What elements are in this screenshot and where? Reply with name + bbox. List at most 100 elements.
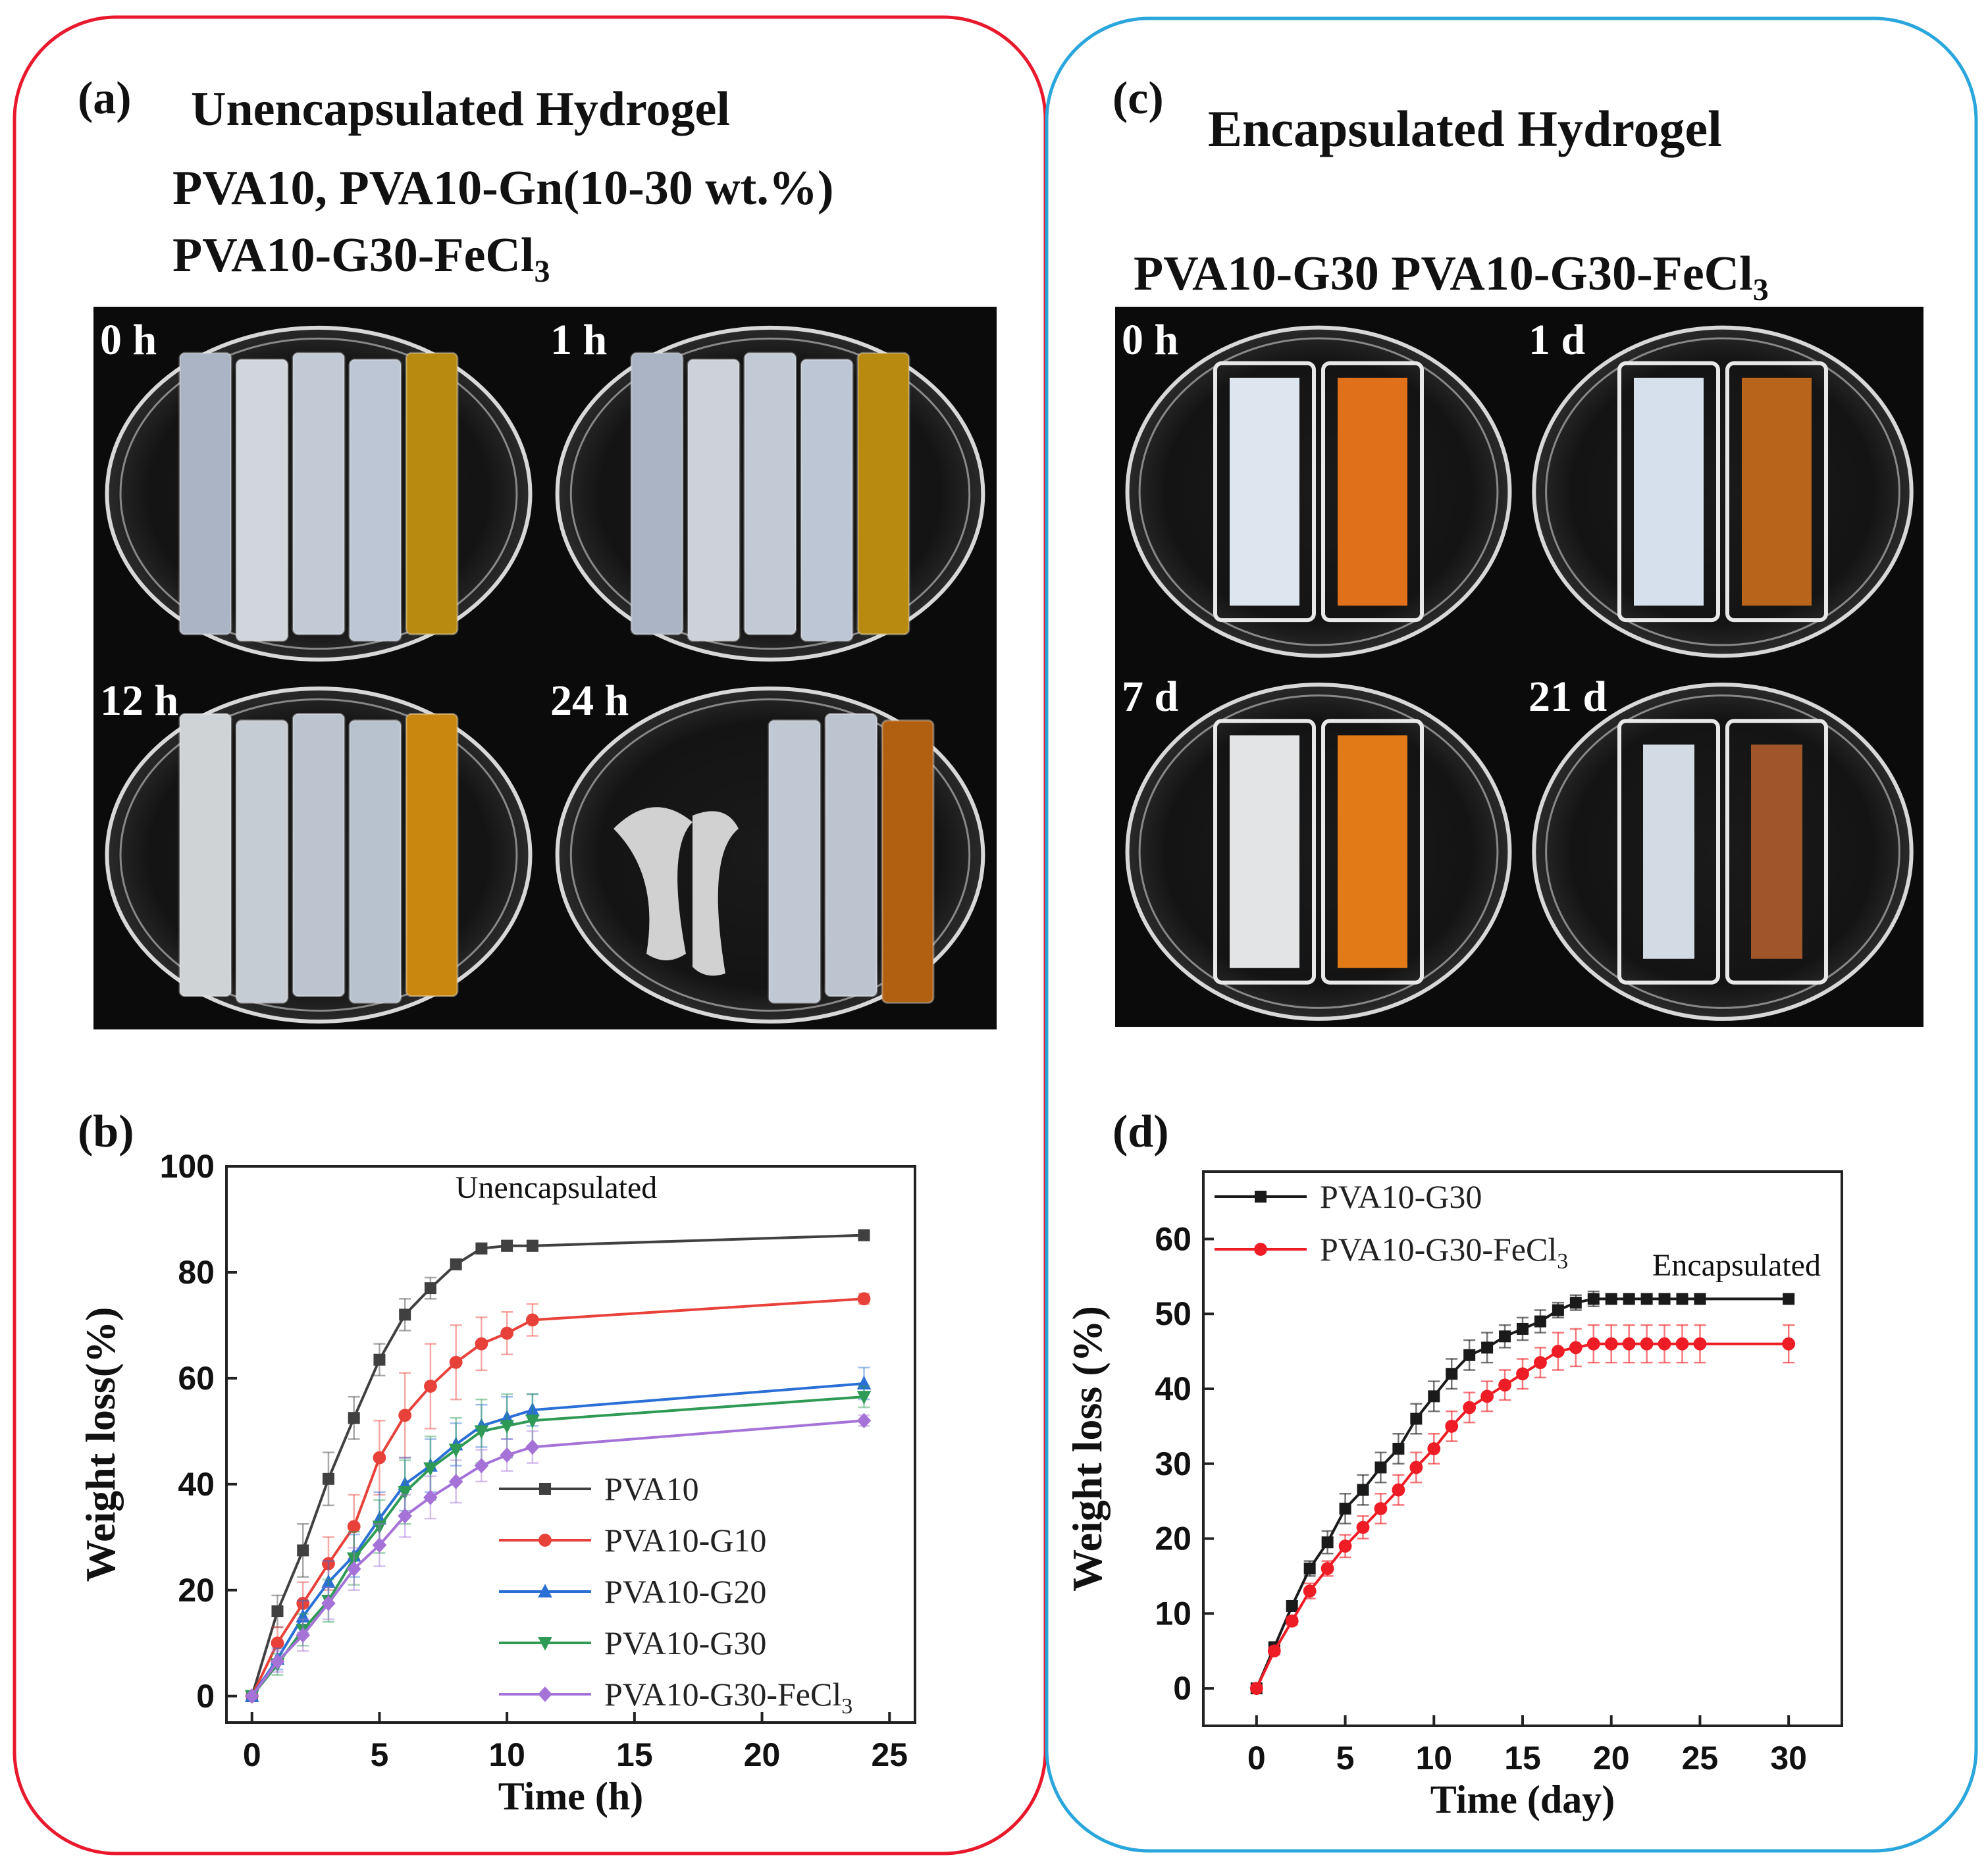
data-point: [1569, 1297, 1582, 1309]
photo-c-0: 0 h: [1115, 307, 1522, 663]
data-point: [1303, 1563, 1316, 1575]
data-point: [449, 1355, 463, 1369]
data-point: [1676, 1293, 1688, 1305]
x-axis-label: Time (h): [498, 1775, 644, 1818]
photo-grid-encapsulated: 0 h 1 d 7 d 21 d: [1115, 307, 1923, 1027]
data-point: [1516, 1367, 1529, 1381]
time-label: 12 h: [100, 677, 178, 725]
x-tick-label: 0: [243, 1736, 261, 1773]
x-tick-label: 5: [371, 1736, 389, 1773]
time-label: 0 h: [100, 316, 157, 364]
hydrogel-sample: [1742, 377, 1812, 606]
y-tick-label: 40: [1155, 1370, 1191, 1407]
y-tick-label: 10: [1155, 1595, 1191, 1632]
data-point: [1640, 1293, 1653, 1305]
data-point: [1517, 1322, 1529, 1335]
data-point: [1499, 1330, 1511, 1343]
data-point: [525, 1313, 539, 1327]
data-point: [448, 1443, 463, 1458]
data-point: [423, 1462, 438, 1476]
data-point: [1693, 1337, 1707, 1351]
encapsulation-mold: [1321, 719, 1424, 985]
series-pva10-g10: [245, 1292, 871, 1703]
photo-c-2: 7 d: [1115, 663, 1522, 1027]
gel-strip: [235, 719, 289, 1004]
y-tick-label: 20: [178, 1572, 215, 1609]
gel-strip: [405, 713, 459, 997]
series-pva10-g30: [1250, 1290, 1795, 1695]
data-point: [1374, 1502, 1388, 1515]
data-point: [1658, 1293, 1671, 1305]
data-point: [322, 1472, 334, 1485]
data-point: [856, 1413, 872, 1428]
gel-strip: [687, 358, 741, 642]
frame-encapsulated: [1045, 16, 1978, 1853]
data-point: [424, 1282, 436, 1295]
gel-strip: [292, 351, 346, 636]
data-point: [1356, 1520, 1370, 1534]
data-point: [1782, 1337, 1796, 1351]
petri-dish-rim-icon: [1545, 337, 1900, 646]
series-line: [251, 1419, 864, 1697]
data-point: [1498, 1378, 1511, 1392]
gel-strip: [630, 351, 684, 636]
data-point: [1534, 1356, 1547, 1370]
gel-strip: [405, 351, 459, 636]
panel-a-title-1: Unencapsulated Hydrogel: [191, 82, 730, 136]
encapsulation-mold: [1725, 361, 1828, 623]
y-axis-label: Weight loss (%): [1064, 1306, 1111, 1592]
data-point: [1321, 1536, 1334, 1549]
panel-c-title: Encapsulated Hydrogel: [1208, 100, 1722, 157]
data-point: [1694, 1293, 1706, 1305]
data-point: [321, 1574, 336, 1588]
data-point: [1285, 1614, 1299, 1628]
time-label: 24 h: [550, 677, 629, 725]
y-tick-label: 80: [178, 1254, 215, 1291]
data-point: [1481, 1341, 1494, 1354]
photo-c-3: 21 d: [1522, 663, 1923, 1027]
data-point: [1446, 1368, 1458, 1380]
data-point: [475, 1242, 488, 1255]
data-point: [1392, 1483, 1405, 1497]
hydrogel-sample: [1751, 744, 1802, 959]
y-tick-label: 0: [196, 1678, 215, 1715]
petri-dish-rim-icon: [119, 698, 518, 1012]
panel-b-label: (b): [78, 1106, 134, 1157]
legend-label: PVA10-G30-FeCl3: [1320, 1231, 1568, 1274]
data-point: [1534, 1315, 1546, 1328]
legend-label: PVA10-G10: [604, 1522, 766, 1559]
petri-dish-rim-icon: [1545, 694, 1900, 1009]
data-point: [857, 1292, 871, 1306]
data-point: [372, 1520, 387, 1534]
data-point: [398, 1409, 412, 1422]
data-point: [296, 1609, 311, 1623]
gel-strip: [292, 713, 346, 997]
data-point: [539, 1483, 551, 1495]
data-point: [424, 1380, 437, 1393]
series-line: [1255, 1297, 1789, 1689]
gel-strip: [743, 351, 797, 636]
legend-item: PVA10: [499, 1470, 699, 1507]
encapsulation-mold: [1617, 719, 1720, 985]
data-point: [525, 1439, 540, 1455]
petri-dish-rim-icon: [1138, 337, 1499, 646]
time-label: 21 d: [1529, 673, 1607, 721]
series-line: [1255, 1342, 1789, 1689]
data-point: [1339, 1503, 1351, 1515]
time-label: 7 d: [1122, 673, 1178, 721]
series-pva10-g30-fecl: [1249, 1324, 1796, 1696]
data-point: [1783, 1293, 1795, 1305]
petri-dish-rim-icon: [1138, 694, 1499, 1009]
gel-strip: [881, 719, 935, 1004]
data-point: [1254, 1243, 1267, 1256]
gel-strip: [768, 719, 822, 1004]
data-point: [1321, 1562, 1334, 1575]
y-tick-label: 100: [160, 1148, 215, 1185]
petri-dish-rim-icon: [569, 337, 971, 650]
panel-a-label: (a): [78, 73, 132, 124]
legend-label: PVA10-G30: [1320, 1178, 1482, 1215]
data-point: [1267, 1644, 1281, 1658]
panel-a-title-2: PVA10, PVA10-Gn(10-30 wt.%): [172, 161, 833, 215]
data-point: [1409, 1461, 1423, 1474]
